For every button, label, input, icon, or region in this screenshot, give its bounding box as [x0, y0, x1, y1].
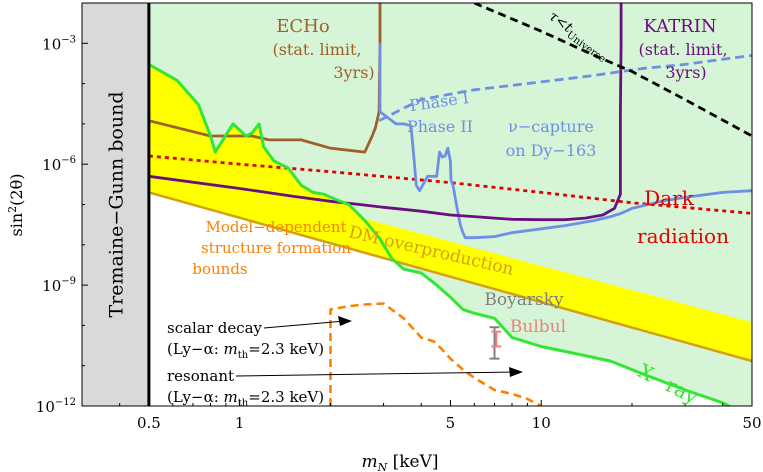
echo-label: ECHo: [276, 16, 329, 37]
resonant-arrow: [235, 371, 515, 377]
background-regions: [82, 3, 752, 406]
bulbul-label: Bulbul: [510, 317, 566, 337]
dark-radiation-label: Dark: [644, 186, 695, 210]
nu-capture-label: ν−capture: [508, 117, 594, 136]
boyarsky-label: Boyarsky: [484, 290, 564, 310]
x-axis-label-sub: N: [377, 461, 388, 472]
echo-label-line3: 3yrs): [333, 63, 374, 82]
scalar-decay-arrowhead: [338, 316, 352, 326]
echo-label-line2: (stat. limit,: [272, 40, 361, 59]
scalar-decay-arrow: [263, 320, 346, 329]
y-axis-label-sup: 2: [6, 206, 19, 213]
structure-formation-line: [329, 302, 542, 406]
x-tick-label-1: 1: [235, 414, 245, 432]
scalar-decay-label-line1: scalar decay: [167, 319, 263, 337]
nu-capture-label-line2: on Dy−163: [506, 141, 597, 160]
katrin-label: KATRIN: [643, 16, 716, 37]
plot-area: [82, 3, 752, 406]
x-tick-label-3: 10: [532, 414, 551, 432]
x-axis-label-main: m: [361, 452, 377, 472]
x-tick-label-4: 50: [742, 414, 761, 432]
x-axis-label: mN [keV]: [361, 452, 438, 472]
series-lines: [147, 3, 752, 406]
y-tick-label-3: 10−3: [42, 34, 76, 53]
y-tick-label-2: 10−6: [42, 155, 76, 174]
y-axis-label: sin2(2θ): [6, 174, 26, 237]
dark-radiation-label-line2: radiation: [637, 224, 729, 248]
resonant-arrowhead: [509, 367, 523, 377]
scalar-decay-label-line2: (Ly−α: mth=2.3 keV): [167, 340, 324, 361]
katrin-label-line2: (stat. limit,: [638, 40, 727, 59]
yellow-region-fill: [148, 64, 393, 261]
katrin-label-line3: 3yrs): [665, 63, 706, 82]
y-axis-label-arg: (2θ): [7, 174, 26, 206]
tremaine-gunn-label: Tremaine−Gunn bound: [105, 92, 127, 318]
x-axis-label-unit: [keV]: [387, 452, 438, 472]
x-tick-label-2: 5: [446, 414, 456, 432]
structure-formation-label-line3: bounds: [192, 260, 247, 278]
axis-ticks: 0.5 1 5 10 50 10−12 10−9 10−6 10−3: [36, 34, 762, 432]
dark-radiation-line: [148, 154, 752, 215]
phase-two-label: Phase II: [407, 117, 473, 136]
tremaine-gunn-region: [82, 3, 149, 406]
dm-overproduction-line: [148, 191, 752, 363]
phase-two-line: [378, 43, 752, 240]
resonant-label-line2: (Ly−α: mth=2.3 keV): [167, 388, 324, 409]
y-axis-label-main: sin: [7, 213, 26, 237]
structure-formation-label-line2: structure formation: [201, 239, 351, 257]
resonant-label-line1: resonant: [167, 367, 234, 385]
y-tick-label-1: 10−9: [42, 276, 76, 295]
katrin-line: [148, 3, 623, 222]
x-ray-line: [148, 63, 733, 406]
x-tick-label-0: 0.5: [137, 414, 161, 432]
structure-formation-label: Model−dependent: [205, 218, 346, 236]
y-tick-label-0: 10−12: [36, 397, 76, 416]
